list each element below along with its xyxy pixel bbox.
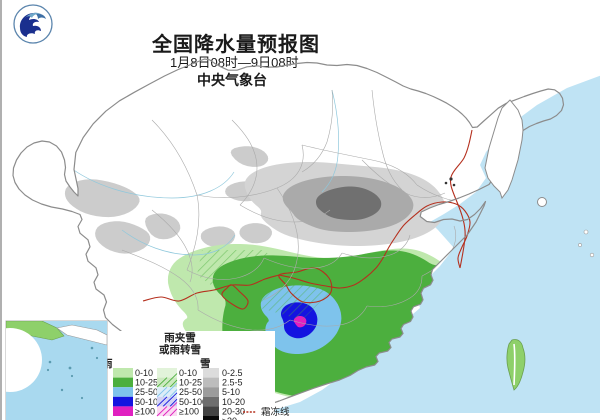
svg-text:0-10: 0-10 — [179, 368, 197, 378]
svg-text:10-20: 10-20 — [222, 397, 245, 407]
svg-text:50-100: 50-100 — [179, 397, 207, 407]
svg-text:25-50: 25-50 — [179, 387, 202, 397]
svg-text:霜冻线: 霜冻线 — [261, 406, 290, 418]
svg-text:0-10: 0-10 — [135, 368, 153, 378]
svg-text:≥100: ≥100 — [179, 406, 199, 416]
svg-text:25-50: 25-50 — [135, 387, 158, 397]
svg-text:20-30: 20-30 — [222, 406, 245, 416]
svg-text:2.5-5: 2.5-5 — [222, 378, 243, 388]
svg-text:5-10: 5-10 — [222, 387, 240, 397]
svg-text:≥30: ≥30 — [222, 416, 237, 420]
svg-text:10-25: 10-25 — [135, 378, 158, 388]
svg-text:0-2.5: 0-2.5 — [222, 368, 243, 378]
svg-text:10-25: 10-25 — [179, 378, 202, 388]
svg-text:≥100: ≥100 — [135, 406, 155, 416]
